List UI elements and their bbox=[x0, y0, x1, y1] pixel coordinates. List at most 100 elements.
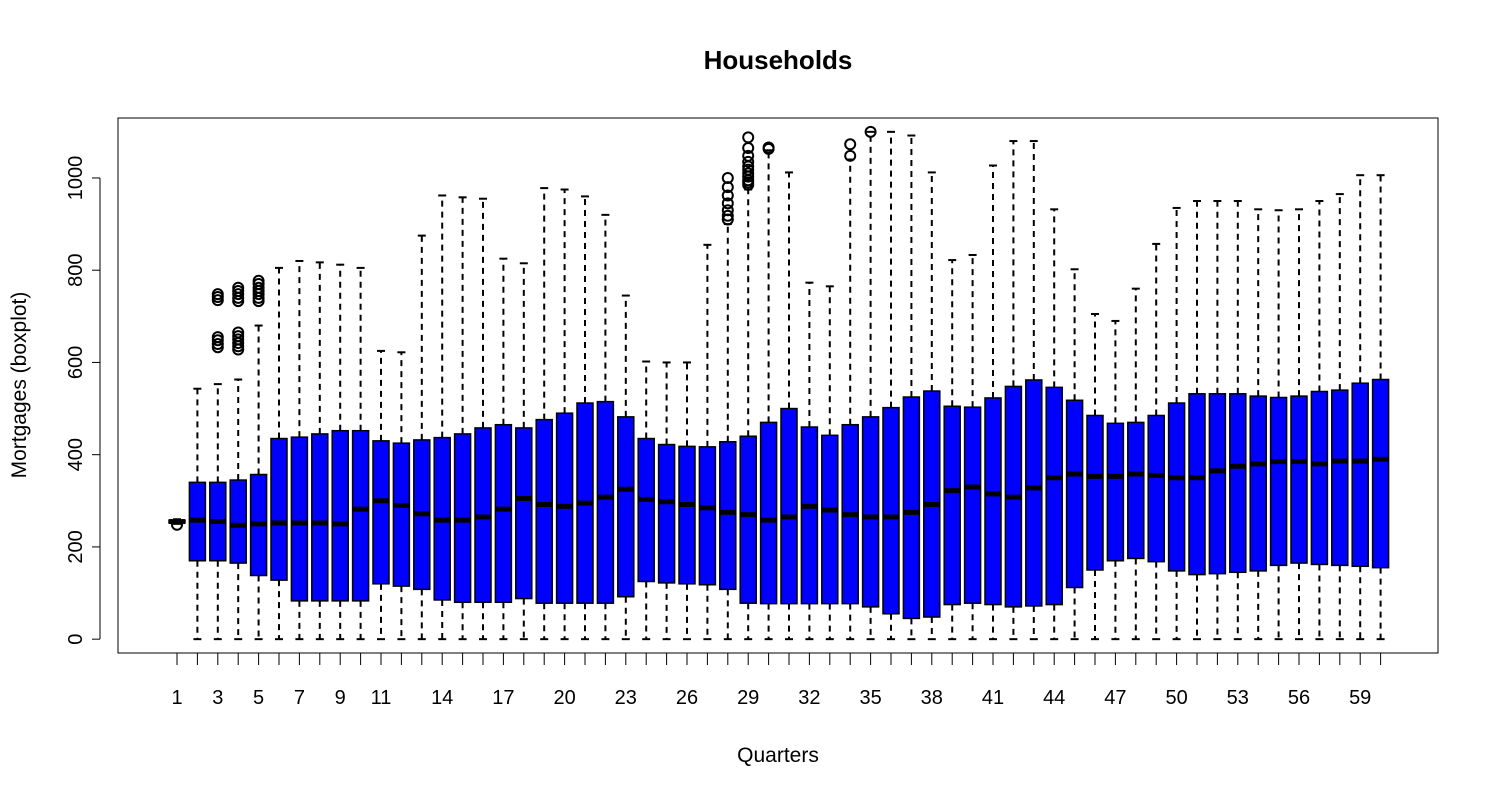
x-tick-label: 32 bbox=[798, 687, 820, 709]
x-tick-label: 59 bbox=[1349, 687, 1371, 709]
box-22 bbox=[596, 213, 615, 641]
box-4 bbox=[229, 281, 247, 641]
outlier-point bbox=[252, 281, 265, 294]
box-9 bbox=[331, 263, 349, 641]
box-51 bbox=[1188, 200, 1206, 641]
x-tick-label: 41 bbox=[982, 687, 1004, 709]
x-tick-label: 23 bbox=[615, 687, 637, 709]
x-tick-label: 35 bbox=[859, 687, 881, 709]
box-iqr bbox=[270, 437, 288, 581]
box-40 bbox=[963, 253, 982, 641]
x-tick-label: 29 bbox=[737, 687, 759, 709]
box-2 bbox=[188, 387, 207, 641]
box-iqr bbox=[1188, 393, 1206, 576]
box-iqr bbox=[698, 446, 717, 586]
box-8 bbox=[311, 261, 329, 641]
box-iqr bbox=[1351, 382, 1369, 568]
box-iqr bbox=[1127, 421, 1145, 560]
box-33 bbox=[821, 285, 839, 641]
box-59 bbox=[1351, 174, 1369, 641]
box-iqr bbox=[494, 423, 513, 604]
outlier-point bbox=[721, 204, 734, 217]
box-iqr bbox=[882, 406, 900, 615]
box-12 bbox=[392, 351, 411, 641]
box-26 bbox=[678, 361, 696, 641]
box-iqr bbox=[1249, 395, 1267, 572]
box-47 bbox=[1106, 319, 1125, 641]
box-35 bbox=[861, 125, 880, 641]
box-iqr bbox=[351, 429, 370, 602]
box-iqr bbox=[515, 427, 533, 600]
y-axis-label: Mortgages (boxplot) bbox=[8, 292, 31, 479]
box-iqr bbox=[535, 418, 553, 604]
box-39 bbox=[943, 259, 961, 641]
boxes-group bbox=[168, 125, 1390, 641]
box-20 bbox=[555, 188, 574, 641]
outlier-point bbox=[864, 125, 877, 138]
box-iqr bbox=[1167, 402, 1186, 572]
x-tick-label: 56 bbox=[1288, 687, 1310, 709]
box-iqr bbox=[1310, 390, 1329, 566]
x-tick-label: 5 bbox=[253, 687, 264, 709]
box-iqr bbox=[1229, 393, 1247, 574]
box-15 bbox=[453, 196, 472, 641]
outlier-point bbox=[211, 331, 224, 344]
y-axis: 0 200 400 600 800 1000 bbox=[65, 156, 101, 645]
box-iqr bbox=[1025, 379, 1043, 607]
box-iqr bbox=[331, 429, 349, 602]
chart-title: Households bbox=[704, 45, 853, 75]
box-7 bbox=[290, 259, 309, 641]
outlier-point bbox=[252, 274, 265, 287]
box-17 bbox=[494, 257, 513, 641]
outlier-point bbox=[171, 518, 183, 531]
box-43 bbox=[1025, 140, 1043, 641]
outlier-point bbox=[742, 149, 755, 162]
box-iqr bbox=[759, 421, 778, 605]
box-iqr bbox=[678, 445, 696, 585]
box-iqr bbox=[1147, 414, 1165, 563]
box-iqr bbox=[739, 435, 757, 604]
y-tick-label: 600 bbox=[65, 346, 87, 379]
x-tick-label: 17 bbox=[492, 687, 514, 709]
box-iqr bbox=[1208, 393, 1227, 575]
box-iqr bbox=[800, 426, 819, 605]
box-iqr bbox=[637, 437, 655, 583]
box-28 bbox=[719, 171, 737, 641]
box-11 bbox=[372, 349, 390, 641]
box-iqr bbox=[984, 397, 1002, 606]
box-24 bbox=[637, 360, 655, 641]
box-27 bbox=[698, 243, 717, 641]
x-tick-label: 14 bbox=[431, 687, 453, 709]
box-iqr bbox=[372, 440, 390, 585]
x-tick-label: 50 bbox=[1165, 687, 1187, 709]
box-55 bbox=[1269, 209, 1288, 641]
box-38 bbox=[923, 171, 941, 641]
outlier-point bbox=[232, 281, 245, 294]
outlier-point bbox=[844, 138, 857, 151]
x-tick-label: 44 bbox=[1043, 687, 1065, 709]
box-16 bbox=[474, 197, 492, 641]
outlier-point bbox=[211, 288, 224, 301]
box-6 bbox=[270, 266, 288, 641]
box-41 bbox=[984, 164, 1002, 641]
outlier-point bbox=[211, 337, 224, 350]
box-iqr bbox=[1269, 396, 1288, 567]
box-iqr bbox=[1290, 395, 1308, 564]
x-axis-label: Quarters bbox=[737, 744, 819, 767]
x-tick-label: 1 bbox=[171, 687, 182, 709]
outlier-point bbox=[742, 131, 755, 144]
box-48 bbox=[1127, 287, 1145, 641]
box-34 bbox=[841, 138, 859, 641]
outlier-point bbox=[742, 167, 755, 180]
box-31 bbox=[780, 171, 798, 641]
box-10 bbox=[351, 266, 370, 641]
box-iqr bbox=[229, 479, 247, 564]
box-52 bbox=[1208, 200, 1227, 641]
box-iqr bbox=[902, 396, 921, 620]
y-tick-label: 400 bbox=[65, 438, 87, 471]
x-tick-label: 38 bbox=[921, 687, 943, 709]
box-iqr bbox=[290, 436, 309, 602]
box-42 bbox=[1004, 140, 1023, 641]
box-30 bbox=[759, 141, 778, 641]
